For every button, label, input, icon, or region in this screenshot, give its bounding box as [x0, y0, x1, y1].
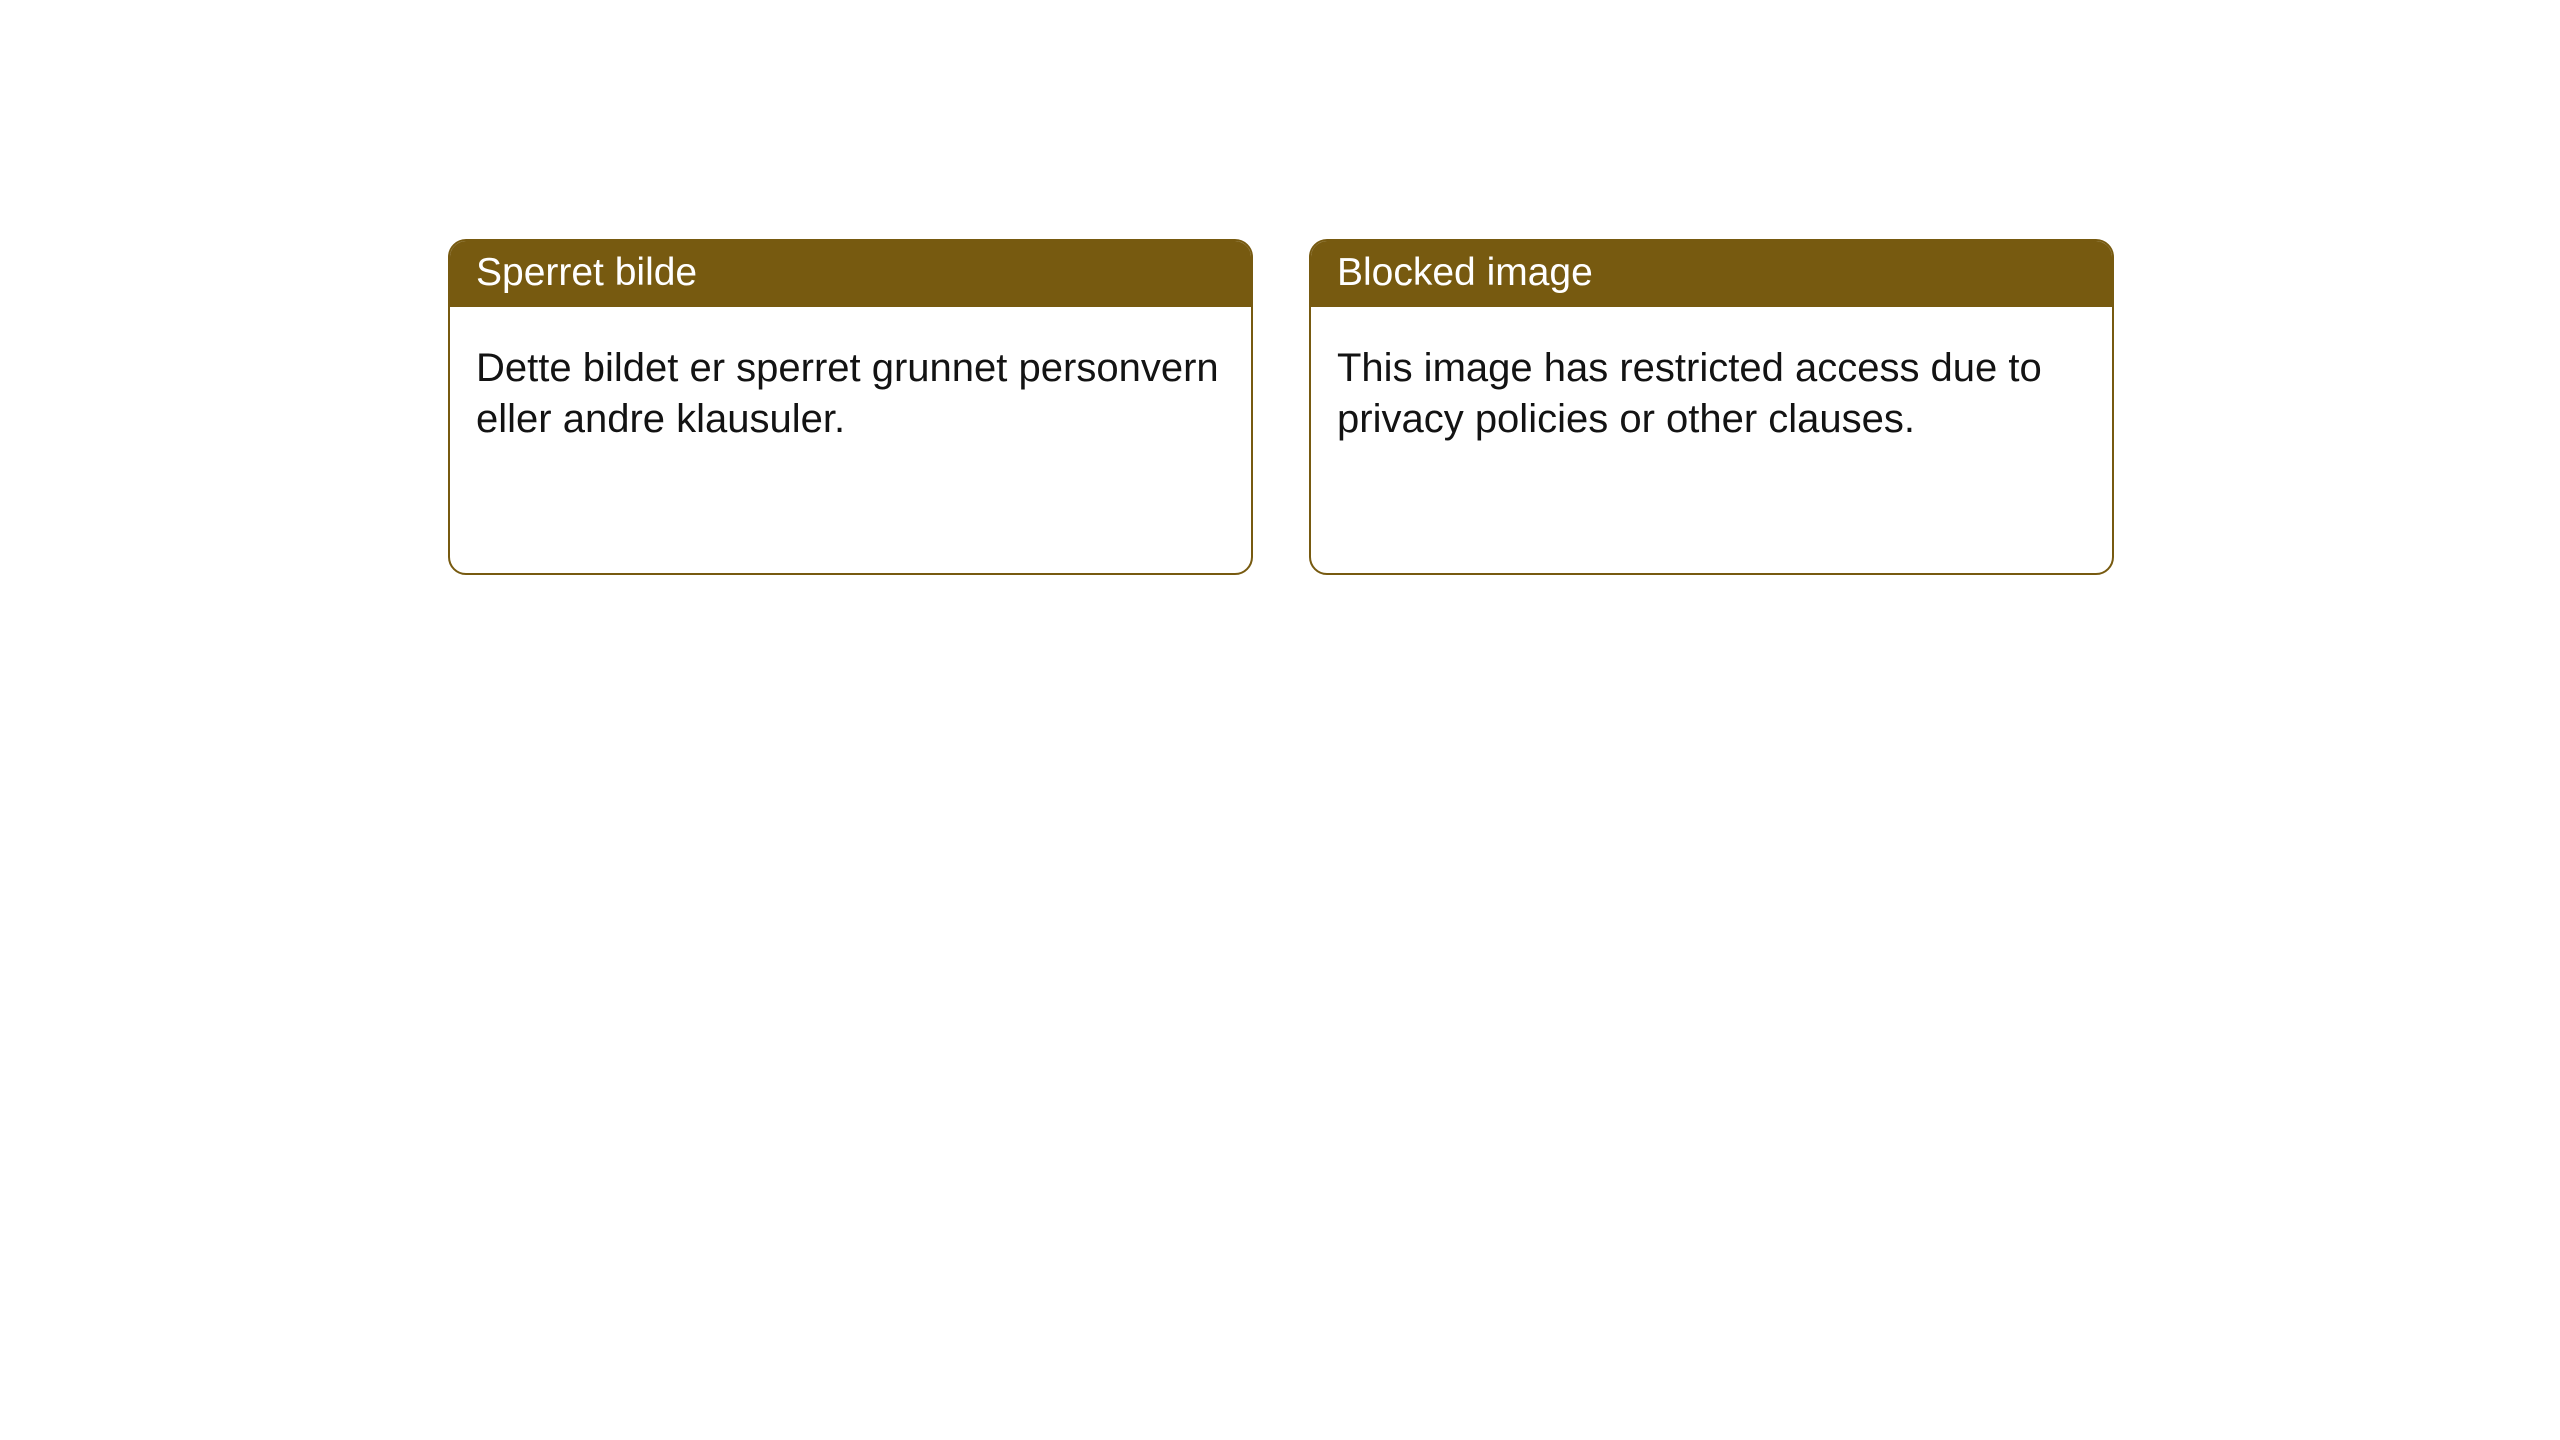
notice-card-english: Blocked image This image has restricted … — [1309, 239, 2114, 575]
notice-body-english: This image has restricted access due to … — [1311, 307, 2112, 471]
notice-body-norwegian: Dette bildet er sperret grunnet personve… — [450, 307, 1251, 471]
notice-card-norwegian: Sperret bilde Dette bildet er sperret gr… — [448, 239, 1253, 575]
notice-title-norwegian: Sperret bilde — [450, 241, 1251, 307]
notice-container: Sperret bilde Dette bildet er sperret gr… — [0, 0, 2560, 575]
notice-title-english: Blocked image — [1311, 241, 2112, 307]
